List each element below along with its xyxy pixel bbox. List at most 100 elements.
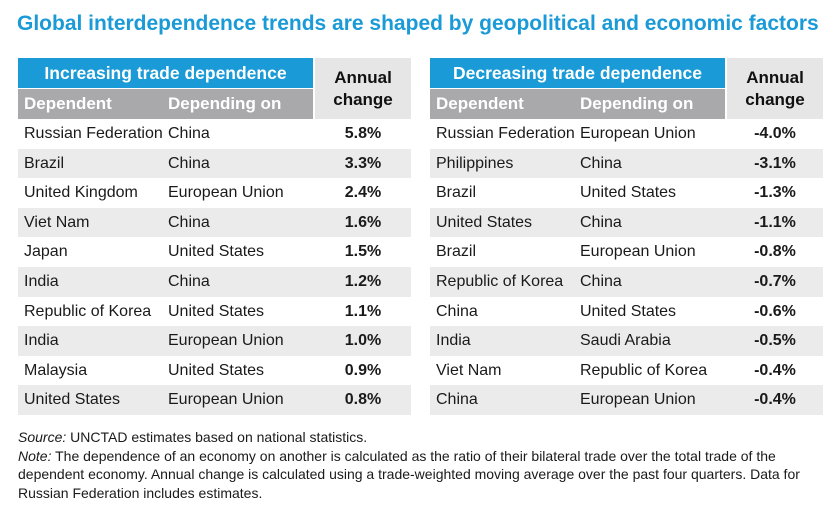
table-row: Brazil European Union -0.8% xyxy=(430,237,823,267)
source-line: Source: UNCTAD estimates based on nation… xyxy=(18,428,824,447)
cell-dependent: Republic of Korea xyxy=(24,302,152,320)
cell-annual-change: -0.4% xyxy=(754,391,796,409)
cell-dependent: Republic of Korea xyxy=(436,272,564,290)
table-row: Republic of Korea China -0.7% xyxy=(430,266,823,297)
group-header: Decreasing trade dependence xyxy=(430,58,725,88)
column-header-annual-change: Annual change xyxy=(315,58,411,119)
cell-annual-change: 2.4% xyxy=(344,184,382,202)
cell-depending-on: Saudi Arabia xyxy=(580,332,671,350)
column-header-depending-on: Depending on xyxy=(580,94,694,113)
source-text: UNCTAD estimates based on national stati… xyxy=(66,429,368,445)
cell-annual-change: -0.6% xyxy=(754,302,796,320)
cell-depending-on: China xyxy=(168,125,210,142)
cell-depending-on: China xyxy=(168,154,210,172)
figure-notes: Source: UNCTAD estimates based on nation… xyxy=(18,428,824,502)
table-row: United Kingdom European Union 2.4% xyxy=(18,178,411,208)
cell-dependent: Russian Federation xyxy=(436,125,575,142)
cell-dependent: United States xyxy=(436,213,533,231)
cell-dependent: United States xyxy=(24,391,121,409)
cell-depending-on: Republic of Korea xyxy=(580,361,708,379)
table-row: India China 1.2% xyxy=(18,266,411,297)
table-body: Russian Federation European Union -4.0% Phi… xyxy=(430,119,823,415)
column-header-dependent: Dependent xyxy=(436,94,524,113)
cell-annual-change: 0.9% xyxy=(344,361,382,379)
table-row: Russian Federation European Union -4.0% xyxy=(430,119,823,149)
table-header: Decreasing trade dependence Dependent De… xyxy=(430,58,823,119)
cell-annual-change: 1.1% xyxy=(344,302,382,320)
cell-depending-on: United States xyxy=(168,361,265,379)
cell-annual-change: -0.4% xyxy=(754,361,796,379)
table-row: Philippines China -3.1% xyxy=(430,148,823,179)
cell-dependent: Viet Nam xyxy=(436,361,502,379)
cell-dependent: Viet Nam xyxy=(24,213,90,231)
cell-annual-change: -0.5% xyxy=(754,332,796,350)
cell-depending-on: China xyxy=(580,154,622,172)
column-header-dependent: Dependent xyxy=(24,94,112,113)
decreasing-dependence-table: Decreasing trade dependence Dependent De… xyxy=(430,58,823,415)
cell-annual-change: -1.3% xyxy=(754,184,796,202)
column-header-bar: Dependent Depending on xyxy=(430,89,725,119)
cell-dependent: China xyxy=(436,391,478,409)
table-row: Japan United States 1.5% xyxy=(18,237,411,267)
cell-annual-change: 0.8% xyxy=(344,391,382,409)
cell-depending-on: China xyxy=(168,213,210,231)
cell-depending-on: European Union xyxy=(168,332,284,350)
cell-depending-on: China xyxy=(580,272,622,290)
table-row: China United States -0.6% xyxy=(430,297,823,327)
source-label: Source: xyxy=(18,429,67,445)
cell-annual-change: -0.7% xyxy=(754,272,796,290)
cell-dependent: India xyxy=(436,332,471,350)
table-row: Russian Federation China 5.8% xyxy=(18,119,411,149)
table-row: United States European Union 0.8% xyxy=(18,385,411,415)
increasing-dependence-table: Increasing trade dependence Dependent De… xyxy=(18,58,411,415)
cell-annual-change: 1.6% xyxy=(344,213,382,231)
table-header: Increasing trade dependence Dependent De… xyxy=(18,58,411,119)
cell-depending-on: United States xyxy=(168,302,265,320)
cell-annual-change: -4.0% xyxy=(754,125,796,142)
cell-depending-on: European Union xyxy=(580,391,696,409)
cell-annual-change: -0.8% xyxy=(754,243,796,261)
cell-annual-change: 1.2% xyxy=(344,272,382,290)
column-header-bar: Dependent Depending on xyxy=(18,89,313,119)
cell-annual-change: -1.1% xyxy=(754,213,796,231)
cell-annual-change: -3.1% xyxy=(754,154,796,172)
figure-title: Global interdependence trends are shaped… xyxy=(17,12,819,35)
column-header-annual-change: Annual change xyxy=(727,58,823,119)
table-row: Republic of Korea United States 1.1% xyxy=(18,297,411,327)
cell-depending-on: China xyxy=(168,272,210,290)
cell-dependent: Russian Federation xyxy=(24,125,163,142)
cell-annual-change: 1.5% xyxy=(344,243,382,261)
table-row: Viet Nam Republic of Korea -0.4% xyxy=(430,356,823,386)
table-row: Brazil China 3.3% xyxy=(18,148,411,179)
cell-depending-on: United States xyxy=(580,302,677,320)
cell-depending-on: United States xyxy=(580,184,677,202)
cell-dependent: Brazil xyxy=(436,184,477,202)
cell-annual-change: 1.0% xyxy=(344,332,382,350)
cell-depending-on: European Union xyxy=(580,243,696,261)
cell-annual-change: 5.8% xyxy=(344,125,382,142)
table-row: Brazil United States -1.3% xyxy=(430,178,823,208)
table-row: China European Union -0.4% xyxy=(430,385,823,415)
cell-dependent: Brazil xyxy=(436,243,477,261)
table-row: India Saudi Arabia -0.5% xyxy=(430,326,823,356)
cell-depending-on: European Union xyxy=(580,125,696,142)
cell-dependent: United Kingdom xyxy=(24,184,138,202)
note-line: Note: The dependence of an economy on an… xyxy=(18,447,824,503)
cell-dependent: Malaysia xyxy=(24,361,88,379)
table-body: Russian Federation China 5.8% Brazil China 3.… xyxy=(18,119,411,415)
cell-depending-on: China xyxy=(580,213,622,231)
cell-dependent: India xyxy=(24,272,59,290)
table-row: Malaysia United States 0.9% xyxy=(18,356,411,386)
group-header: Increasing trade dependence xyxy=(18,58,313,88)
cell-annual-change: 3.3% xyxy=(344,154,382,172)
table-row: Viet Nam China 1.6% xyxy=(18,207,411,238)
cell-dependent: China xyxy=(436,302,478,320)
note-label: Note: xyxy=(18,447,52,464)
cell-dependent: India xyxy=(24,332,59,350)
cell-depending-on: United States xyxy=(168,243,265,261)
cell-depending-on: European Union xyxy=(168,391,284,409)
cell-dependent: Japan xyxy=(24,243,68,261)
cell-depending-on: European Union xyxy=(168,184,284,202)
table-row: United States China -1.1% xyxy=(430,207,823,238)
